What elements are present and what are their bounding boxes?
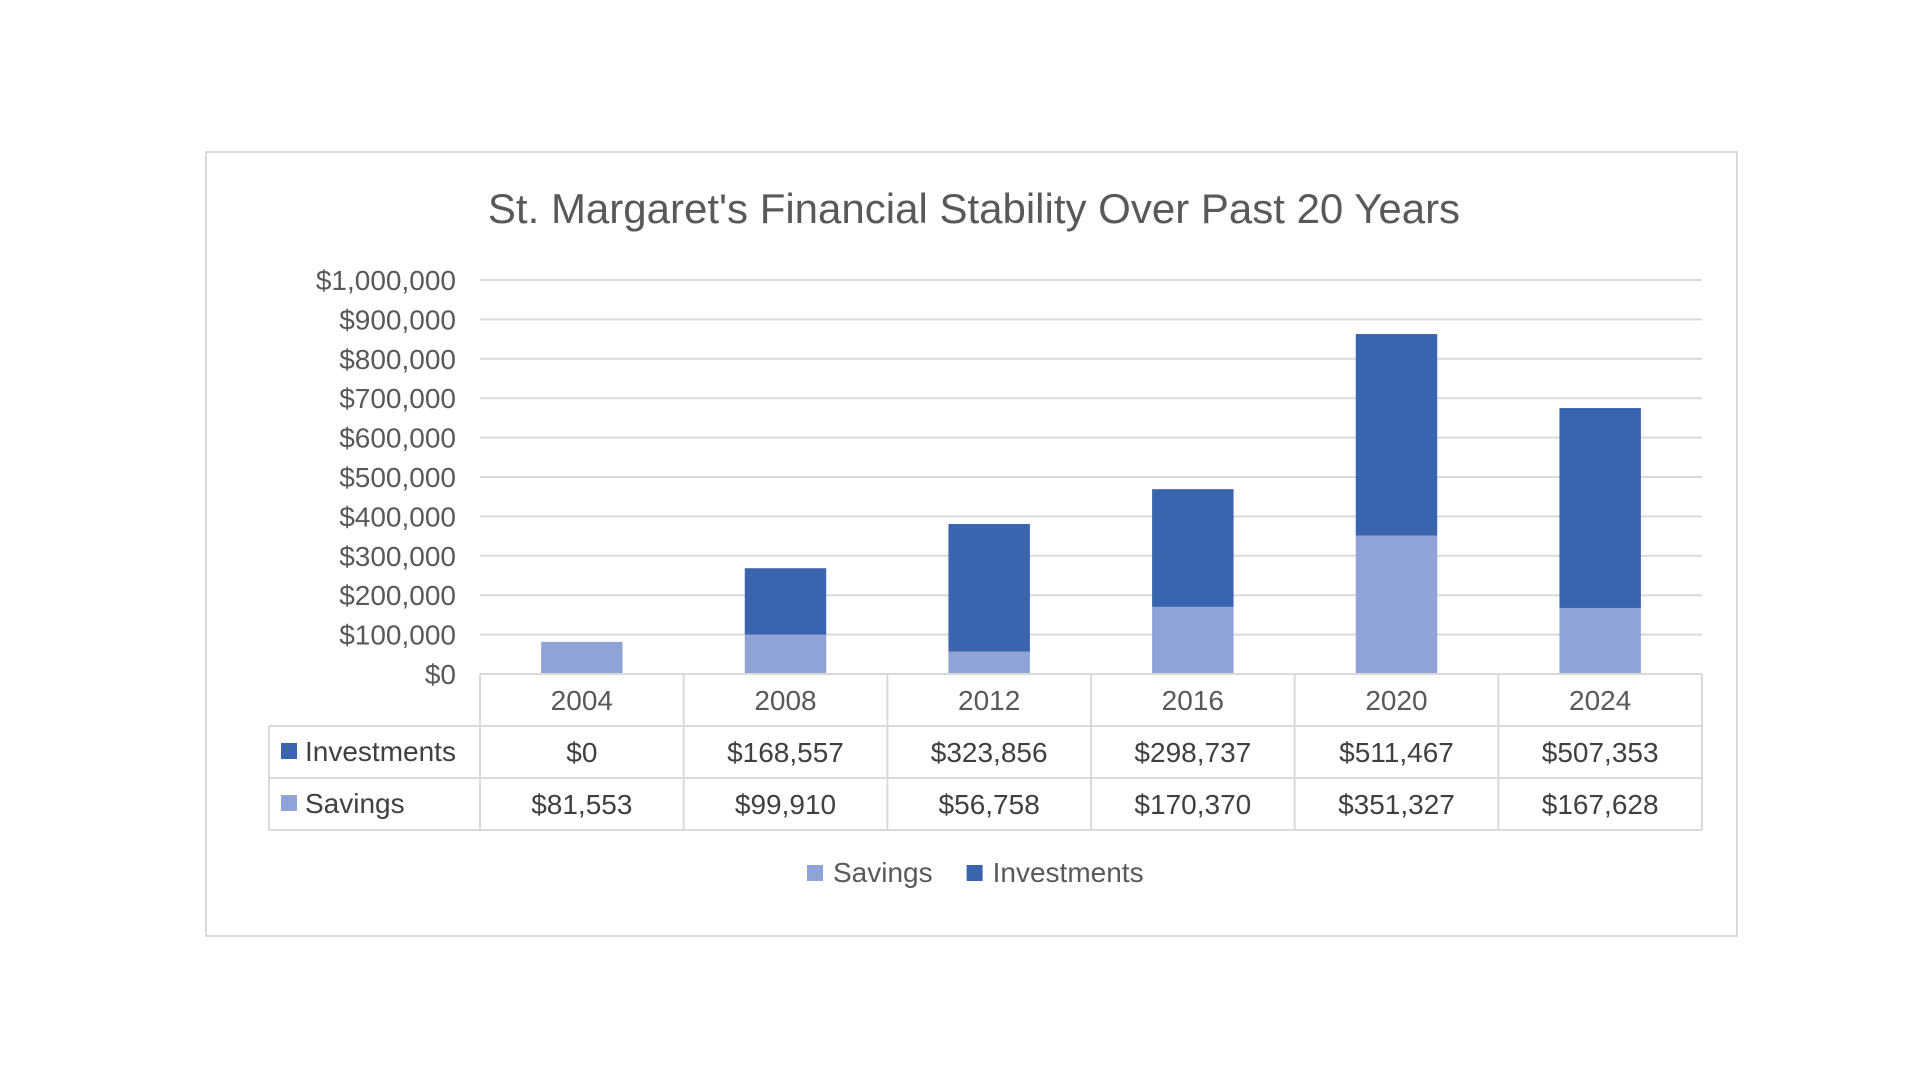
x-category-label: 2008 [754,685,816,716]
table-row-label: Investments [305,736,456,767]
x-category-label: 2024 [1569,685,1631,716]
gridlines [480,279,1702,636]
bar-savings-2024 [1559,607,1641,674]
y-tick-label: $100,000 [339,620,456,651]
data-label: $81,553 [531,789,632,820]
y-tick-label: $1,000,000 [316,265,456,296]
y-tick-label: $200,000 [339,580,456,611]
x-category-label: 2012 [958,685,1020,716]
legend-label-investments: Investments [993,857,1144,888]
bar-investments-2016 [1152,489,1234,607]
legend: Savings Investments [807,857,1144,888]
bar-investments-2008 [744,568,827,635]
data-label: $323,856 [931,737,1048,768]
bar-savings-2008 [744,634,827,674]
y-axis-ticks: $0 $100,000 $200,000 $300,000 $400,000 $500,0… [316,265,456,690]
data-label: $351,327 [1338,789,1455,820]
y-tick-label: $0 [425,659,456,690]
data-label: $507,353 [1542,737,1659,768]
y-tick-label: $400,000 [339,501,456,532]
y-tick-label: $800,000 [339,344,456,375]
bars [541,334,1641,674]
data-label: $99,910 [735,789,836,820]
x-category-label: 2016 [1162,685,1224,716]
bar-savings-2004 [541,641,623,674]
chart-area: St. Margaret's Financial Stability Over … [205,151,1738,937]
data-table: 2004 2008 2012 2016 2020 2024 Investments $0 $16… [268,673,1703,831]
y-tick-label: $600,000 [339,423,456,454]
y-tick-label: $300,000 [339,541,456,572]
x-category-label: 2004 [551,685,613,716]
stacked-bar-chart: St. Margaret's Financial Stability Over … [268,185,1703,888]
data-label: $298,737 [1134,737,1251,768]
chart-title: St. Margaret's Financial Stability Over … [488,185,1460,232]
data-label: $56,758 [939,789,1040,820]
bar-investments-2020 [1355,334,1438,536]
legend-label-savings: Savings [833,857,933,888]
data-label: $170,370 [1134,789,1251,820]
table-row-label: Savings [305,788,405,819]
data-label: $167,628 [1542,789,1659,820]
table-legend-key-investments [281,743,297,759]
x-category-label: 2020 [1365,685,1427,716]
legend-key-savings [807,865,823,881]
bar-investments-2012 [948,524,1030,652]
data-label: $0 [566,737,597,768]
bar-savings-2012 [948,651,1030,674]
bar-savings-2020 [1355,535,1438,674]
bar-savings-2016 [1152,606,1234,674]
bar-investments-2024 [1559,408,1641,608]
data-label: $511,467 [1339,737,1454,768]
table-legend-key-savings [281,795,297,811]
y-tick-label: $500,000 [339,462,456,493]
data-label: $168,557 [727,737,844,768]
legend-key-investments [966,865,983,881]
y-tick-label: $900,000 [339,304,456,335]
y-tick-label: $700,000 [339,383,456,414]
